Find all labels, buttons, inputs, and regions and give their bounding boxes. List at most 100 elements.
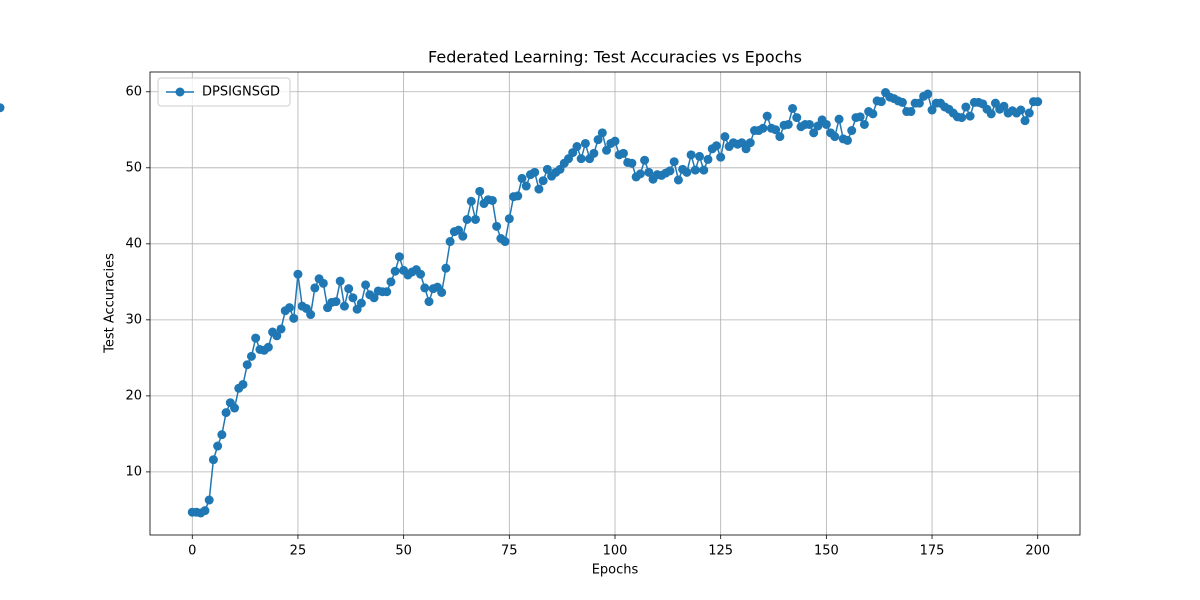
point (665, 166, 675, 176)
y-tick-label: 40 (125, 236, 142, 251)
point (597, 128, 607, 138)
point (390, 266, 400, 276)
point (424, 297, 434, 307)
point (471, 214, 480, 224)
point (348, 293, 358, 303)
y-tick-label: 10 (125, 464, 142, 479)
point (906, 107, 916, 117)
point (0, 103, 5, 113)
x-tick-label: 150 (814, 544, 839, 559)
point (669, 157, 679, 167)
x-axis-label: Epochs (592, 563, 639, 578)
x-tick-label: 50 (395, 544, 412, 559)
point (758, 123, 768, 133)
point (504, 214, 514, 224)
legend-marker (175, 87, 185, 97)
point (251, 333, 261, 343)
point (213, 441, 223, 451)
point (843, 135, 852, 145)
point (876, 97, 886, 107)
point (859, 119, 869, 129)
point (745, 138, 755, 148)
point (339, 301, 349, 311)
point (593, 135, 603, 145)
point (673, 175, 683, 185)
point (416, 269, 426, 279)
point (356, 298, 366, 308)
point (635, 169, 645, 179)
point (783, 119, 793, 129)
point (344, 284, 354, 294)
plot-frame (149, 71, 1081, 536)
point (420, 283, 430, 293)
point (923, 89, 933, 99)
point (1033, 97, 1043, 107)
point (589, 148, 599, 158)
y-tick-label: 60 (125, 84, 142, 99)
point (475, 186, 485, 196)
point (272, 331, 282, 341)
point (682, 167, 692, 177)
point (458, 231, 468, 241)
point (246, 351, 256, 361)
point (521, 181, 531, 191)
point (538, 176, 548, 186)
x-tick-label: 75 (501, 544, 518, 559)
point (221, 408, 231, 418)
point (855, 112, 865, 122)
point (462, 214, 472, 224)
x-tick-label: 200 (1025, 544, 1050, 559)
point (285, 303, 294, 313)
point (542, 164, 552, 174)
point (627, 158, 637, 168)
point (530, 167, 540, 177)
point (847, 126, 857, 136)
point (792, 113, 802, 123)
point (821, 119, 831, 129)
point (572, 142, 582, 152)
point (500, 237, 510, 247)
point (999, 101, 1009, 111)
point (897, 97, 907, 107)
y-tick-label: 30 (125, 312, 142, 327)
point (335, 276, 345, 286)
point (293, 269, 303, 279)
point (703, 154, 713, 164)
point (868, 109, 878, 119)
point (771, 125, 781, 135)
y-tick-label: 50 (125, 160, 142, 175)
point (576, 154, 586, 164)
point (1016, 105, 1026, 115)
point (686, 150, 696, 160)
x-tick-label: 0 (188, 544, 196, 559)
point (809, 128, 819, 138)
point (200, 506, 210, 516)
point (830, 132, 840, 142)
point (720, 132, 730, 142)
point (618, 148, 628, 158)
point (1024, 108, 1034, 118)
chart-title: Federated Learning: Test Accuracies vs E… (428, 48, 802, 67)
point (441, 263, 451, 273)
point (487, 195, 497, 205)
point (263, 342, 273, 352)
point (289, 313, 299, 323)
point (699, 165, 709, 175)
point (914, 98, 924, 108)
point (382, 287, 392, 297)
point (369, 293, 379, 303)
point (762, 111, 772, 121)
point (834, 114, 844, 124)
x-tick-label: 100 (603, 544, 628, 559)
point (204, 495, 214, 505)
point (276, 324, 286, 334)
point (394, 252, 404, 262)
point (230, 403, 240, 413)
point (695, 151, 705, 161)
point (610, 136, 620, 146)
point (986, 109, 996, 119)
point (318, 278, 328, 288)
point (492, 221, 502, 231)
point (640, 155, 650, 165)
point (513, 191, 523, 201)
